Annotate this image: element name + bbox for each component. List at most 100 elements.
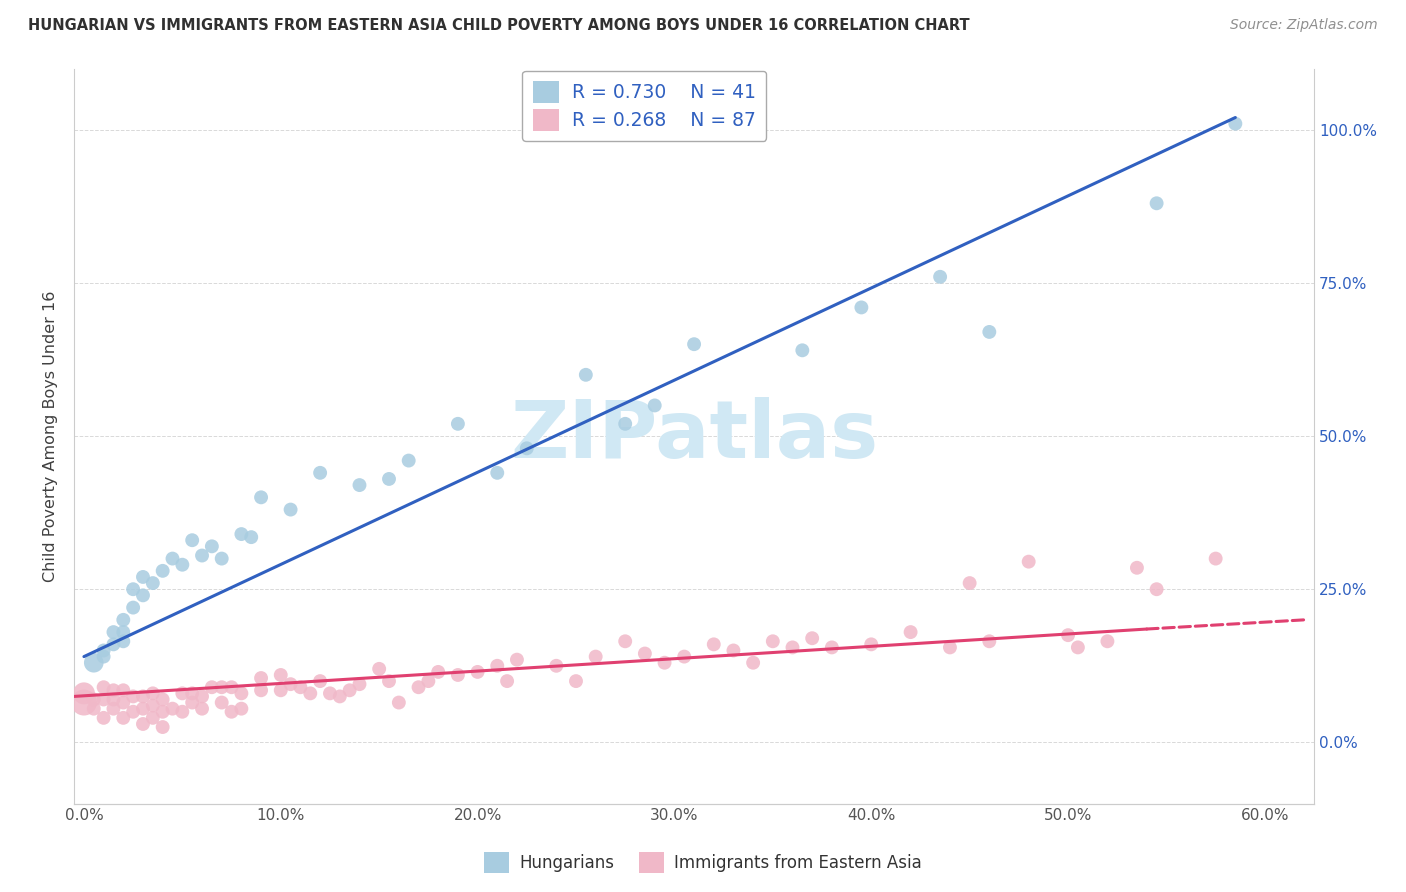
- Point: [673, 649, 696, 664]
- Point: [240, 530, 263, 544]
- Point: [83, 701, 105, 715]
- Point: [112, 683, 135, 698]
- Point: [122, 705, 145, 719]
- Point: [142, 698, 165, 713]
- Point: [506, 653, 529, 667]
- Point: [122, 690, 145, 704]
- Point: [339, 683, 361, 698]
- Point: [132, 570, 155, 584]
- Point: [211, 680, 233, 694]
- Point: [939, 640, 962, 655]
- Point: [112, 634, 135, 648]
- Text: Source: ZipAtlas.com: Source: ZipAtlas.com: [1230, 18, 1378, 32]
- Point: [122, 600, 145, 615]
- Point: [309, 674, 332, 689]
- Point: [191, 701, 214, 715]
- Point: [1225, 117, 1247, 131]
- Point: [1057, 628, 1080, 642]
- Point: [427, 665, 450, 679]
- Point: [211, 696, 233, 710]
- Point: [516, 442, 538, 456]
- Point: [378, 674, 401, 689]
- Point: [280, 677, 302, 691]
- Point: [142, 711, 165, 725]
- Point: [103, 692, 125, 706]
- Point: [132, 701, 155, 715]
- Point: [614, 417, 637, 431]
- Point: [1205, 551, 1227, 566]
- Text: ZIPatlas: ZIPatlas: [510, 397, 879, 475]
- Point: [762, 634, 785, 648]
- Point: [250, 671, 273, 685]
- Point: [103, 637, 125, 651]
- Point: [634, 647, 657, 661]
- Point: [851, 301, 873, 315]
- Point: [742, 656, 765, 670]
- Point: [73, 686, 96, 700]
- Point: [112, 711, 135, 725]
- Point: [93, 680, 115, 694]
- Point: [103, 683, 125, 698]
- Point: [299, 686, 322, 700]
- Point: [792, 343, 814, 358]
- Point: [860, 637, 883, 651]
- Point: [683, 337, 706, 351]
- Point: [418, 674, 440, 689]
- Point: [319, 686, 342, 700]
- Point: [575, 368, 598, 382]
- Point: [142, 686, 165, 700]
- Point: [103, 701, 125, 715]
- Point: [447, 668, 470, 682]
- Point: [132, 690, 155, 704]
- Point: [290, 680, 312, 694]
- Point: [152, 720, 174, 734]
- Point: [181, 533, 204, 548]
- Point: [152, 692, 174, 706]
- Point: [231, 701, 253, 715]
- Legend: R = 0.730    N = 41, R = 0.268    N = 87: R = 0.730 N = 41, R = 0.268 N = 87: [523, 70, 766, 141]
- Point: [250, 491, 273, 505]
- Point: [782, 640, 804, 655]
- Point: [644, 399, 666, 413]
- Point: [122, 582, 145, 597]
- Point: [152, 705, 174, 719]
- Point: [93, 692, 115, 706]
- Point: [181, 696, 204, 710]
- Point: [1018, 555, 1040, 569]
- Point: [231, 686, 253, 700]
- Point: [309, 466, 332, 480]
- Point: [398, 453, 420, 467]
- Point: [959, 576, 981, 591]
- Point: [93, 649, 115, 664]
- Point: [132, 588, 155, 602]
- Point: [172, 686, 194, 700]
- Point: [162, 551, 184, 566]
- Point: [191, 690, 214, 704]
- Point: [979, 634, 1001, 648]
- Point: [378, 472, 401, 486]
- Point: [565, 674, 588, 689]
- Point: [201, 539, 224, 553]
- Point: [654, 656, 676, 670]
- Point: [496, 674, 519, 689]
- Point: [447, 417, 470, 431]
- Point: [349, 478, 371, 492]
- Point: [83, 656, 105, 670]
- Point: [1067, 640, 1090, 655]
- Point: [181, 686, 204, 700]
- Point: [723, 643, 745, 657]
- Point: [191, 549, 214, 563]
- Point: [979, 325, 1001, 339]
- Point: [112, 613, 135, 627]
- Point: [172, 558, 194, 572]
- Point: [142, 576, 165, 591]
- Point: [231, 527, 253, 541]
- Point: [1126, 561, 1149, 575]
- Point: [172, 705, 194, 719]
- Point: [83, 692, 105, 706]
- Point: [270, 668, 292, 682]
- Point: [112, 696, 135, 710]
- Point: [280, 502, 302, 516]
- Point: [1146, 582, 1168, 597]
- Text: HUNGARIAN VS IMMIGRANTS FROM EASTERN ASIA CHILD POVERTY AMONG BOYS UNDER 16 CORR: HUNGARIAN VS IMMIGRANTS FROM EASTERN ASI…: [28, 18, 970, 33]
